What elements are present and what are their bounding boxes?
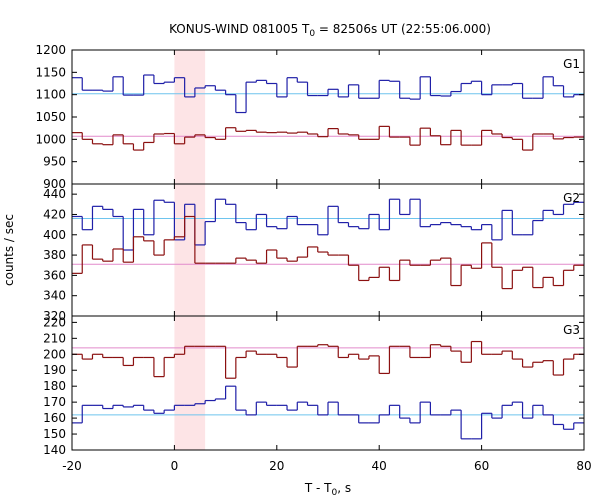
chart-title-subscript: 0 [309, 29, 315, 39]
xtick-label-40: 40 [372, 459, 387, 473]
ytick-label-g2-440: 440 [43, 187, 66, 201]
series-g3-red [72, 340, 584, 379]
ytick-label-g2-360: 360 [43, 268, 66, 282]
ytick-label-g3-160: 160 [43, 411, 66, 425]
ytick-label-g1-1050: 1050 [35, 110, 66, 124]
panel-label-g2: G2 [563, 191, 580, 205]
panel-frame-g1 [71, 49, 585, 185]
x-axis-label-subscript: 0 [332, 488, 338, 498]
ytick-label-g2-340: 340 [43, 289, 66, 303]
panel-label-g3: G3 [563, 323, 580, 337]
ytick-label-g1-900: 900 [43, 177, 66, 191]
xtick-label-20: 20 [269, 459, 284, 473]
chart-title-main: KONUS-WIND 081005 T [169, 22, 310, 36]
ytick-label-g1-1000: 1000 [35, 132, 66, 146]
ytick-label-g3-220: 220 [43, 315, 66, 329]
ytick-label-g3-190: 190 [43, 363, 66, 377]
ytick-label-g2-400: 400 [43, 228, 66, 242]
chart-title: KONUS-WIND 081005 T0 = 82506s UT (22:55:… [169, 22, 491, 39]
x-axis-label: T - T0, s [304, 481, 351, 498]
x-axis-label-rest: , s [337, 481, 351, 495]
xtick-label--20: -20 [62, 459, 82, 473]
shaded-interval-g2 [174, 184, 206, 316]
series-layer [72, 74, 584, 440]
ytick-label-g3-140: 140 [43, 443, 66, 457]
ytick-label-g3-150: 150 [43, 427, 66, 441]
ytick-label-g2-420: 420 [43, 207, 66, 221]
axes-layer: 900 950 1000 1050 1100 1150 1200 G1 320 340 360 380… [35, 43, 591, 473]
panel-frame-g3 [71, 315, 585, 451]
panel-frame-g2 [71, 183, 585, 317]
ytick-label-g2-320: 320 [43, 309, 66, 323]
series-g3-blue [72, 385, 584, 440]
xtick-label-0: 0 [171, 459, 179, 473]
series-g2-red [72, 215, 584, 290]
panel-label-g1: G1 [563, 57, 580, 71]
ytick-label-g1-1100: 1100 [35, 88, 66, 102]
ytick-label-g1-950: 950 [43, 155, 66, 169]
xtick-label-60: 60 [474, 459, 489, 473]
x-axis-label-main: T - T [304, 481, 332, 495]
ytick-label-g2-380: 380 [43, 248, 66, 262]
chart-title-rest: = 82506s UT (22:55:06.000) [315, 22, 491, 36]
shaded-interval-layer [174, 50, 206, 450]
shaded-interval-g3 [174, 316, 206, 450]
y-axis-label: counts / sec [2, 214, 16, 286]
ytick-label-g3-180: 180 [43, 379, 66, 393]
ytick-label-g3-200: 200 [43, 347, 66, 361]
ytick-label-g3-170: 170 [43, 395, 66, 409]
ytick-label-g3-210: 210 [43, 331, 66, 345]
ytick-label-g1-1150: 1150 [35, 65, 66, 79]
series-g1-red [72, 125, 584, 151]
xtick-label-80: 80 [576, 459, 591, 473]
series-g2-blue [72, 198, 584, 251]
shaded-interval-g1 [174, 50, 206, 184]
series-g1-blue [72, 74, 584, 114]
ytick-label-g1-1200: 1200 [35, 43, 66, 57]
